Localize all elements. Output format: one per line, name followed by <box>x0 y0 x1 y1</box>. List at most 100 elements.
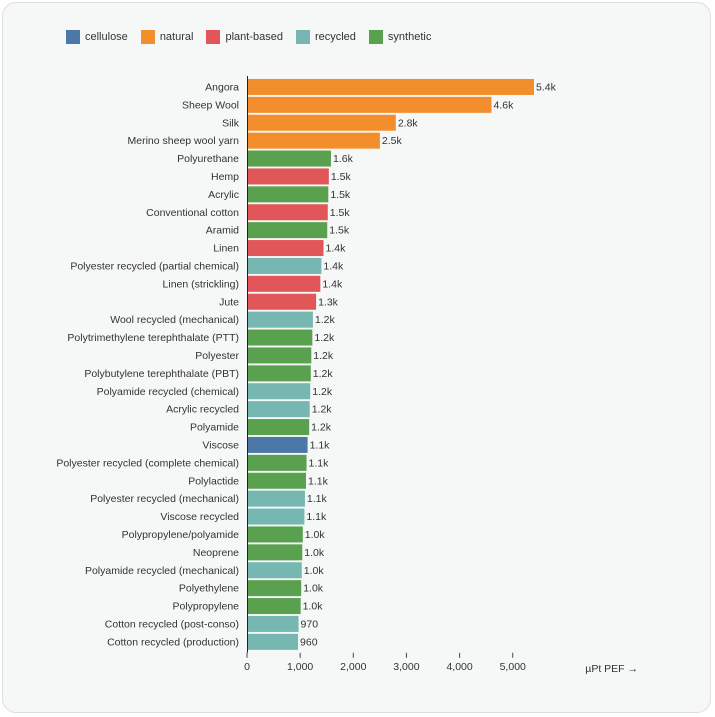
data-label: 1.2k <box>312 386 333 398</box>
category-label: Polyester recycled (complete chemical) <box>56 457 239 469</box>
category-label: Neoprene <box>193 547 239 559</box>
bar-14 <box>247 329 313 346</box>
data-label: 1.5k <box>330 207 351 219</box>
category-label: Angora <box>205 81 239 93</box>
x-tick-label: 2,000 <box>340 661 366 673</box>
category-label: Polyester recycled (mechanical) <box>90 493 239 505</box>
legend-item-synthetic: synthetic <box>368 30 432 44</box>
bar-21 <box>247 454 307 471</box>
category-label: Polyethylene <box>179 583 239 595</box>
x-tick-label: 4,000 <box>446 661 472 673</box>
bar-6 <box>247 186 329 203</box>
data-label: 1.2k <box>313 368 334 380</box>
bar-8 <box>247 222 328 239</box>
data-label: 1.5k <box>329 225 350 237</box>
data-label: 960 <box>300 636 318 648</box>
data-label: 4.6k <box>493 99 514 111</box>
bar-27 <box>247 562 302 579</box>
bar-0 <box>247 78 534 95</box>
category-label: Viscose recycled <box>160 511 239 523</box>
bars-group <box>247 78 534 650</box>
bar-23 <box>247 490 305 507</box>
data-label: 5.4k <box>536 81 557 93</box>
legend-label-cellulose: cellulose <box>85 31 128 43</box>
bar-17 <box>247 383 311 400</box>
category-labels-group: Angora Sheep Wool Silk Merino sheep wool ya… <box>56 81 239 648</box>
data-label: 1.5k <box>331 171 352 183</box>
data-label: 1.0k <box>303 583 324 595</box>
x-tick-label: 3,000 <box>393 661 419 673</box>
category-label: Polypropylene/polyamide <box>122 529 239 541</box>
data-label: 970 <box>301 618 319 630</box>
category-label: Cotton recycled (production) <box>107 636 239 648</box>
category-label: Merino sheep wool yarn <box>128 135 240 147</box>
bar-29 <box>247 598 301 615</box>
legend-label-synthetic: synthetic <box>387 31 432 43</box>
data-label: 1.6k <box>333 153 354 165</box>
category-label: Hemp <box>211 171 239 183</box>
bar-20 <box>247 436 308 453</box>
bar-12 <box>247 293 317 310</box>
category-label: Polyester <box>195 350 239 362</box>
data-label: 1.0k <box>305 529 326 541</box>
data-label: 1.0k <box>304 547 325 559</box>
legend-swatch-plant-based <box>206 30 221 44</box>
bar-11 <box>247 275 321 292</box>
data-label: 1.4k <box>326 243 347 255</box>
legend-swatch-synthetic <box>368 30 383 44</box>
data-label: 1.1k <box>309 457 330 469</box>
category-label: Cotton recycled (post-conso) <box>105 618 239 630</box>
x-axis-label: µPt PEF → <box>585 663 638 675</box>
data-label: 2.5k <box>382 135 403 147</box>
data-label: 2.8k <box>398 117 419 129</box>
category-label: Polyamide recycled (chemical) <box>97 386 239 398</box>
legend: cellulose natural plant-based recycled s… <box>66 30 444 44</box>
legend-swatch-natural <box>140 30 155 44</box>
bar-2 <box>247 114 396 131</box>
bar-28 <box>247 580 302 597</box>
bar-31 <box>247 633 299 650</box>
category-label: Linen <box>213 243 239 255</box>
bar-15 <box>247 347 312 364</box>
data-label: 1.0k <box>303 601 324 613</box>
x-tick-label: 1,000 <box>287 661 313 673</box>
category-label: Polyester recycled (partial chemical) <box>70 260 239 272</box>
data-labels-group: 5.4k 4.6k 2.8k 2.5k 1.6k 1.5k 1.5k 1.5k 1.5k 1.4k… <box>300 81 557 648</box>
data-label: 1.4k <box>322 278 343 290</box>
data-label: 1.2k <box>311 422 332 434</box>
category-label: Acrylic recycled <box>166 404 239 416</box>
data-label: 1.3k <box>318 296 339 308</box>
bar-26 <box>247 544 303 561</box>
legend-label-natural: natural <box>159 31 194 43</box>
bar-16 <box>247 365 311 382</box>
data-label: 1.2k <box>312 404 333 416</box>
category-label: Polyamide recycled (mechanical) <box>85 565 239 577</box>
legend-item-cellulose: cellulose <box>66 30 128 44</box>
category-label: Linen (strickling) <box>163 278 239 290</box>
bar-7 <box>247 204 328 221</box>
legend-swatch-recycled <box>295 30 310 44</box>
data-label: 1.4k <box>323 260 344 272</box>
category-label: Polytrimethylene terephthalate (PTT) <box>67 332 239 344</box>
data-label: 1.1k <box>307 493 328 505</box>
category-label: Sheep Wool <box>182 99 239 111</box>
x-tick-label: 5,000 <box>500 661 526 673</box>
legend-label-plant-based: plant-based <box>225 31 283 43</box>
category-label: Aramid <box>206 225 239 237</box>
legend-item-recycled: recycled <box>295 30 356 44</box>
data-label: 1.1k <box>308 475 329 487</box>
category-label: Jute <box>219 296 239 308</box>
axes-group: 0 1,000 2,000 3,000 4,000 5,000 µPt PEF → <box>244 76 638 675</box>
category-label: Wool recycled (mechanical) <box>110 314 239 326</box>
bar-9 <box>247 240 324 257</box>
data-label: 1.1k <box>310 439 331 451</box>
data-label: 1.2k <box>313 350 334 362</box>
bar-18 <box>247 401 310 418</box>
category-label: Polypropylene <box>172 601 239 613</box>
bar-10 <box>247 257 322 274</box>
bar-4 <box>247 150 331 167</box>
bar-1 <box>247 96 492 113</box>
bar-3 <box>247 132 380 149</box>
x-tick-label: 0 <box>244 661 250 673</box>
